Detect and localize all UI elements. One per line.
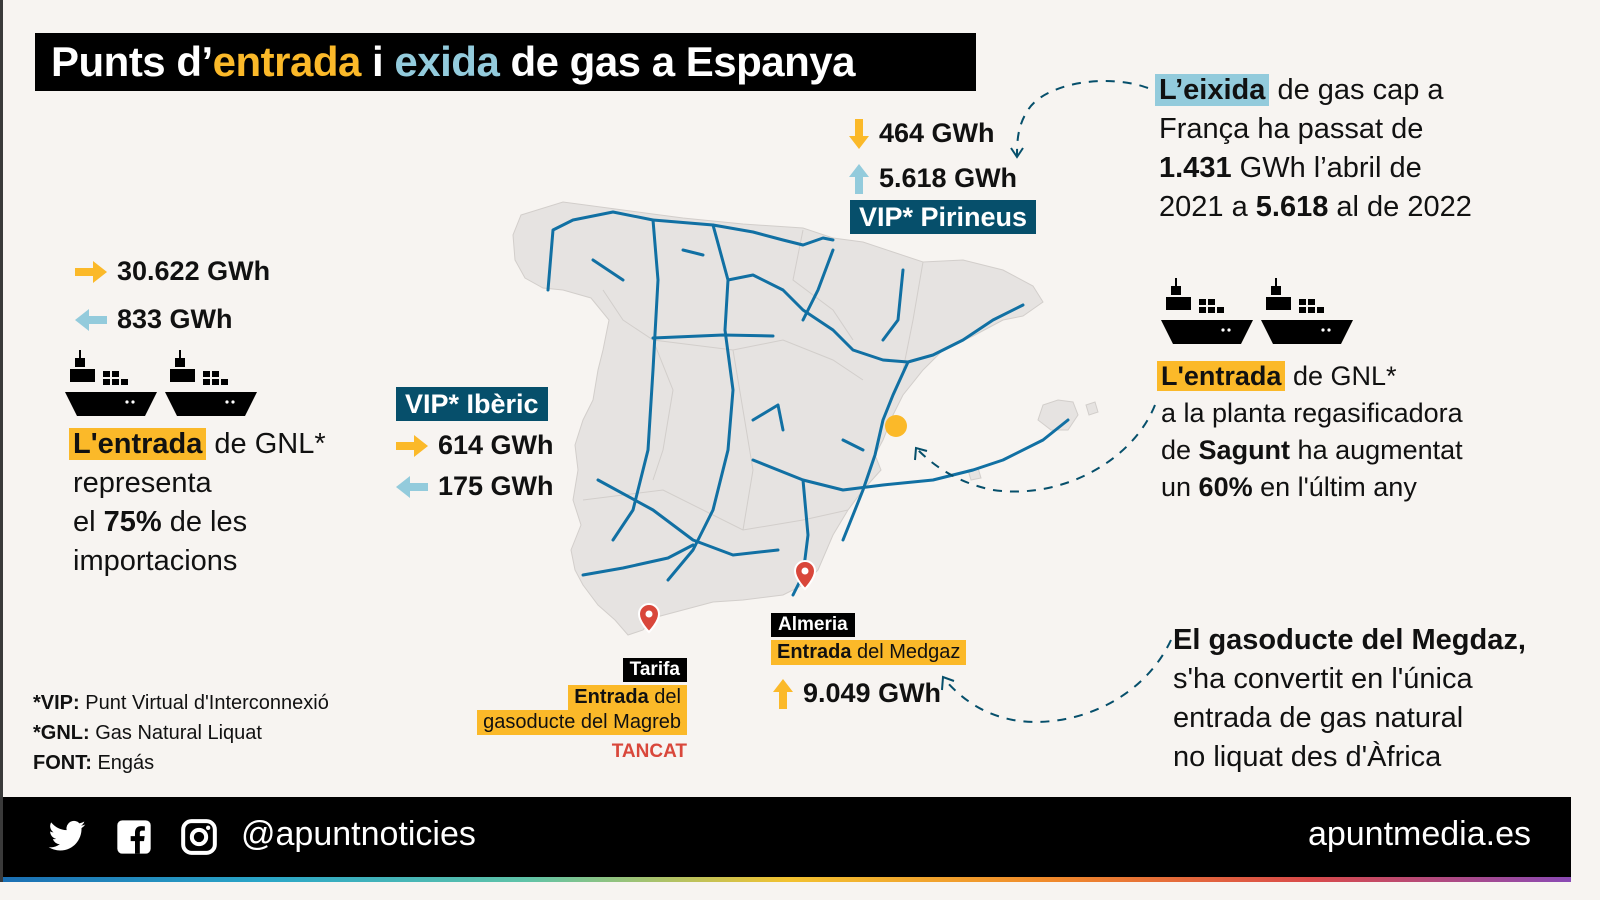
left-gnl-text: L'entrada de GNL* representa el 75% de l…: [69, 425, 369, 581]
title-entrada: entrada: [212, 38, 362, 85]
ship-icon: [65, 350, 157, 416]
vip-iberic-exit: 175 GWh: [396, 471, 554, 502]
tarifa-marker-icon: [637, 602, 661, 634]
left-ships: [65, 350, 257, 418]
social-handle-link[interactable]: @apuntnoticies: [241, 815, 476, 853]
almeria-marker-icon: [793, 559, 817, 591]
left-entry-flow: 30.622 GWh: [75, 256, 270, 287]
pipelines: [546, 210, 1070, 597]
left-highlight: L'entrada: [69, 428, 207, 460]
almeria-callout: Almeria Entrada del Medgaz: [771, 613, 967, 665]
footnotes: *VIP: Punt Virtual d'Interconnexió *GNL:…: [33, 692, 329, 774]
almeria-city: Almeria: [771, 613, 855, 637]
france-exit-note: L’eixida de gas cap a França ha passat d…: [1155, 71, 1555, 227]
facebook-icon[interactable]: [113, 817, 155, 857]
vip-pirineus-exit: 5.618 GWh: [849, 163, 1017, 194]
arrow-right-icon: [75, 260, 107, 283]
title-suffix: de gas a Espanya: [499, 38, 855, 85]
twitter-icon[interactable]: [43, 817, 91, 857]
ship-icon: [1261, 278, 1353, 344]
sagunt-ships: [1161, 278, 1353, 346]
vip-iberic-entry: 614 GWh: [396, 430, 554, 461]
vip-iberic-label: VIP* Ibèric: [396, 387, 548, 421]
left-exit-value: 833 GWh: [117, 304, 233, 334]
arrow-up-icon: [849, 163, 869, 194]
medgaz-note: El gasoducte del Megdaz, s'ha convertit …: [1173, 624, 1526, 773]
tarifa-status: TANCAT: [611, 741, 687, 762]
france-highlight: L’eixida: [1155, 74, 1270, 106]
title-prefix: Punts d’: [51, 38, 213, 85]
arrow-left-icon: [75, 308, 107, 331]
instagram-icon[interactable]: [178, 817, 220, 857]
vip-pirineus-label: VIP* Pirineus: [850, 200, 1037, 234]
arrow-up-icon: [773, 678, 793, 709]
connector-arrows: [914, 80, 1172, 723]
sagunt-highlight: L'entrada: [1157, 361, 1286, 391]
sagunt-note: L'entrada de GNL* a la planta regasifica…: [1157, 358, 1567, 506]
title-mid: i: [360, 38, 395, 85]
title-exida: exida: [394, 38, 500, 85]
vip-pirineus-entry: 464 GWh: [849, 118, 995, 149]
left-exit-flow: 833 GWh: [75, 304, 233, 335]
tarifa-callout: Tarifa Entrada del gasoducte del Magreb …: [443, 658, 687, 763]
arrow-down-icon: [849, 118, 869, 149]
arrow-left-icon: [396, 475, 428, 498]
almeria-entry: 9.049 GWh: [773, 678, 941, 709]
spain-gas-network-map: [512, 201, 1099, 636]
sagunt-marker: [885, 415, 907, 437]
website-link[interactable]: apuntmedia.es: [1307, 815, 1531, 853]
page-title: Punts d’entrada i exida de gas a Espanya: [35, 33, 976, 91]
left-entry-value: 30.622 GWh: [117, 256, 271, 286]
ship-icon: [165, 350, 257, 416]
arrow-right-icon: [396, 434, 428, 457]
rainbow-strip: [3, 877, 1571, 882]
map-land: [512, 201, 1099, 636]
ship-icon: [1161, 278, 1253, 344]
footer-bar: @apuntnoticies apuntmedia.es: [3, 797, 1571, 882]
tarifa-city: Tarifa: [622, 658, 687, 682]
